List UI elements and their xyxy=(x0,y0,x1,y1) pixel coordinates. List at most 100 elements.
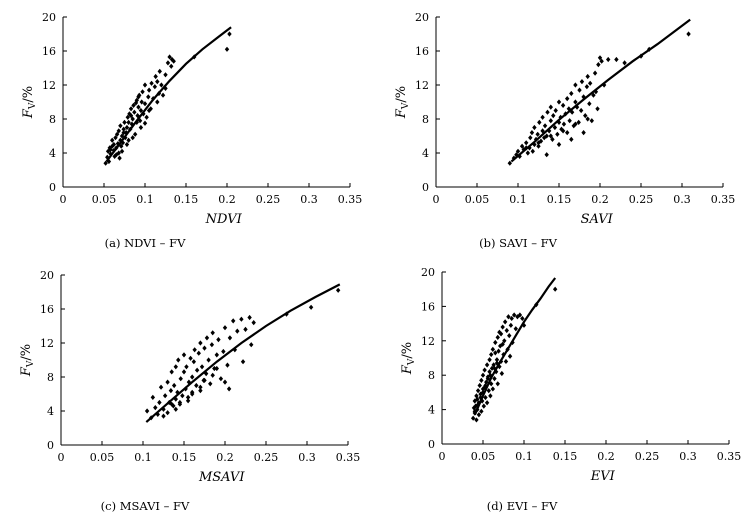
data-point xyxy=(171,403,176,409)
data-point xyxy=(173,396,178,402)
data-point xyxy=(492,376,497,382)
panel-caption: (d) EVI – FV xyxy=(487,499,558,513)
data-point xyxy=(175,389,180,395)
data-point xyxy=(162,393,168,399)
data-point xyxy=(552,124,558,131)
data-point xyxy=(118,123,123,129)
data-point xyxy=(581,130,586,136)
y-tick-label: 8 xyxy=(428,369,435,382)
data-point xyxy=(573,121,578,127)
data-point xyxy=(480,389,486,395)
data-point xyxy=(529,130,535,136)
data-point xyxy=(528,135,533,141)
data-point xyxy=(158,384,164,390)
x-tick-label: 0.3 xyxy=(300,193,318,206)
data-point xyxy=(622,60,627,66)
y-tick-label: 0 xyxy=(47,439,54,452)
data-point xyxy=(488,393,493,399)
data-point xyxy=(499,370,505,377)
data-point xyxy=(545,109,550,115)
fit-curve xyxy=(510,18,691,163)
data-point xyxy=(520,315,525,322)
data-point xyxy=(561,121,567,127)
x-tick-label: 0.3 xyxy=(298,451,316,464)
data-point xyxy=(556,99,562,105)
data-point xyxy=(149,80,154,86)
data-point xyxy=(140,89,145,95)
data-point xyxy=(176,357,181,363)
data-point xyxy=(226,386,232,392)
data-point xyxy=(185,394,191,400)
fit-curve xyxy=(145,283,341,423)
y-tick-label: 12 xyxy=(40,337,54,350)
data-point xyxy=(538,138,544,144)
y-axis-label: FV/% xyxy=(394,86,411,119)
y-tick-label: 12 xyxy=(415,79,429,92)
data-point xyxy=(212,365,217,372)
data-point xyxy=(194,382,199,389)
data-point xyxy=(553,107,558,114)
data-point xyxy=(117,155,122,161)
data-point xyxy=(194,367,200,373)
data-point xyxy=(495,381,500,387)
data-point xyxy=(169,63,174,69)
x-tick-label: 0.3 xyxy=(679,450,697,463)
data-point xyxy=(493,350,498,356)
data-point xyxy=(231,318,236,324)
data-point xyxy=(161,413,166,419)
data-point xyxy=(204,335,210,341)
data-point xyxy=(587,80,593,86)
data-point xyxy=(593,89,599,95)
data-point xyxy=(181,352,187,358)
data-point xyxy=(134,97,139,103)
x-tick-label: 0.35 xyxy=(338,193,363,206)
data-point xyxy=(565,96,570,102)
data-point xyxy=(138,107,144,114)
data-point xyxy=(165,410,170,416)
data-point xyxy=(199,364,205,370)
data-point xyxy=(232,347,238,353)
x-tick-label: 0.25 xyxy=(629,193,654,206)
data-point xyxy=(116,150,121,156)
x-tick-label: 0.15 xyxy=(547,193,572,206)
data-point xyxy=(498,331,504,337)
data-point xyxy=(202,377,207,383)
data-point xyxy=(198,384,203,390)
y-tick-label: 12 xyxy=(42,79,56,92)
data-point xyxy=(125,114,130,120)
data-point xyxy=(508,322,514,328)
data-point xyxy=(565,130,570,136)
data-point xyxy=(251,320,256,326)
data-point xyxy=(536,143,541,149)
data-point xyxy=(136,94,141,100)
data-point xyxy=(249,342,254,348)
y-tick-label: 20 xyxy=(421,266,435,279)
data-point xyxy=(198,388,203,394)
x-tick-label: 0.1 xyxy=(134,451,152,464)
data-point xyxy=(152,84,158,90)
data-point xyxy=(548,118,553,124)
y-tick-label: 4 xyxy=(47,405,54,418)
data-point xyxy=(475,388,481,394)
data-point xyxy=(515,148,521,154)
x-tick-label: 0.35 xyxy=(336,451,361,464)
data-point xyxy=(239,316,244,322)
y-tick-label: 0 xyxy=(49,181,56,194)
y-axis-label-main: F xyxy=(394,108,409,119)
x-tick-label: 0 xyxy=(433,193,440,206)
data-point xyxy=(124,124,130,131)
x-axis-label: NDVI xyxy=(205,212,243,227)
y-axis-label-unit: /% xyxy=(394,86,409,103)
y-axis-label: FV/% xyxy=(400,342,417,375)
data-point xyxy=(155,79,160,85)
data-point xyxy=(177,399,183,406)
data-point xyxy=(524,140,529,146)
data-point xyxy=(576,119,581,125)
data-point xyxy=(500,324,505,330)
x-tick-label: 0.2 xyxy=(597,450,615,463)
data-point xyxy=(225,362,230,368)
data-point xyxy=(585,116,590,122)
data-point xyxy=(142,82,148,88)
data-point xyxy=(159,82,164,88)
data-point xyxy=(198,340,203,346)
